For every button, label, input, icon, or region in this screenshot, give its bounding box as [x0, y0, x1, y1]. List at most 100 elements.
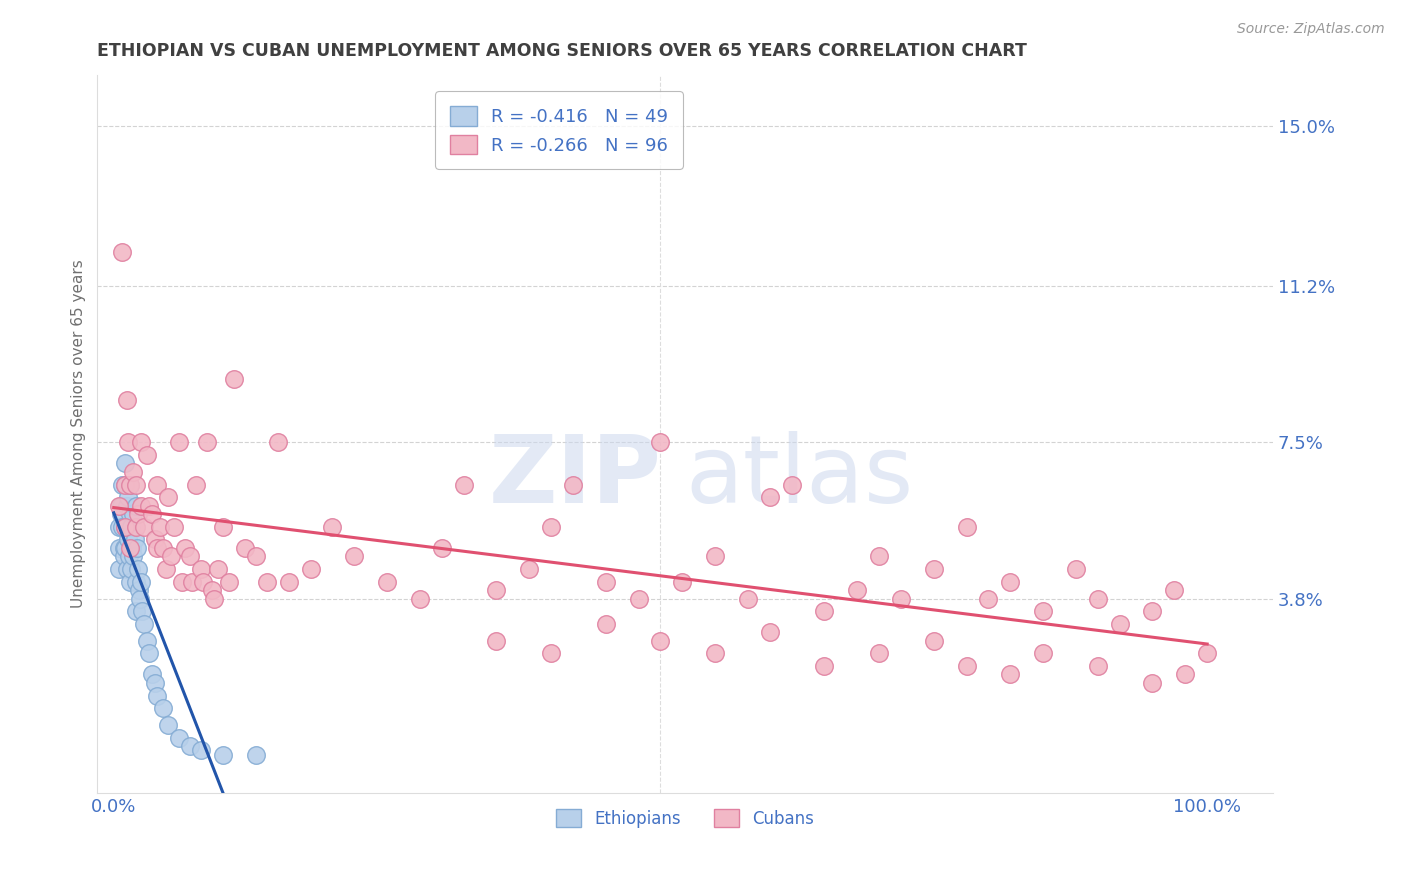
Point — [1000, 574, 1022, 589]
Point — [540, 520, 562, 534]
Point — [114, 520, 136, 534]
Point — [207, 562, 229, 576]
Point — [170, 574, 193, 589]
Point — [430, 541, 453, 555]
Point — [129, 499, 152, 513]
Point — [922, 633, 945, 648]
Point — [111, 520, 134, 534]
Point — [118, 549, 141, 564]
Point — [110, 499, 132, 513]
Point — [146, 689, 169, 703]
Point — [173, 541, 195, 555]
Point — [134, 520, 156, 534]
Point — [146, 541, 169, 555]
Point — [212, 520, 235, 534]
Point — [120, 574, 142, 589]
Point — [245, 549, 267, 564]
Point — [111, 245, 134, 260]
Point — [627, 591, 650, 606]
Point — [1142, 676, 1164, 690]
Point — [890, 591, 912, 606]
Point — [190, 743, 212, 757]
Point — [1000, 667, 1022, 681]
Point — [277, 574, 299, 589]
Point — [256, 574, 278, 589]
Point — [179, 739, 201, 754]
Point — [813, 659, 835, 673]
Point — [453, 477, 475, 491]
Point — [115, 393, 138, 408]
Point — [114, 477, 136, 491]
Text: ETHIOPIAN VS CUBAN UNEMPLOYMENT AMONG SENIORS OVER 65 YEARS CORRELATION CHART: ETHIOPIAN VS CUBAN UNEMPLOYMENT AMONG SE… — [97, 42, 1028, 60]
Text: ZIP: ZIP — [489, 431, 662, 523]
Point — [129, 574, 152, 589]
Legend: Ethiopians, Cubans: Ethiopians, Cubans — [550, 803, 821, 835]
Point — [1108, 616, 1130, 631]
Point — [125, 541, 148, 555]
Point — [141, 507, 163, 521]
Point — [1142, 604, 1164, 618]
Point — [131, 604, 153, 618]
Point — [650, 633, 672, 648]
Point — [813, 604, 835, 618]
Point — [704, 549, 727, 564]
Point — [299, 562, 322, 576]
Point — [135, 633, 157, 648]
Point — [977, 591, 1000, 606]
Point — [124, 499, 146, 513]
Point — [112, 541, 135, 555]
Point — [111, 477, 134, 491]
Point — [169, 731, 191, 745]
Point — [868, 549, 890, 564]
Point — [517, 562, 540, 576]
Point — [155, 562, 177, 576]
Point — [122, 507, 145, 521]
Point — [138, 499, 160, 513]
Point — [143, 533, 166, 547]
Point — [868, 646, 890, 660]
Point — [146, 477, 169, 491]
Point — [128, 583, 150, 598]
Point — [117, 533, 139, 547]
Point — [485, 633, 508, 648]
Point — [159, 549, 181, 564]
Point — [124, 533, 146, 547]
Point — [650, 435, 672, 450]
Point — [108, 562, 131, 576]
Point — [127, 562, 149, 576]
Point — [245, 747, 267, 762]
Point — [157, 718, 180, 732]
Point — [343, 549, 366, 564]
Point — [124, 520, 146, 534]
Text: atlas: atlas — [685, 431, 914, 523]
Point — [129, 591, 152, 606]
Point — [540, 646, 562, 660]
Point — [201, 583, 224, 598]
Point — [759, 625, 782, 640]
Point — [117, 490, 139, 504]
Point — [1032, 646, 1054, 660]
Point — [955, 520, 977, 534]
Point — [122, 465, 145, 479]
Point — [129, 435, 152, 450]
Point — [218, 574, 240, 589]
Point — [152, 701, 174, 715]
Point — [108, 541, 131, 555]
Point — [143, 676, 166, 690]
Point — [169, 435, 191, 450]
Point — [115, 499, 138, 513]
Point — [120, 520, 142, 534]
Point — [112, 549, 135, 564]
Point — [846, 583, 869, 598]
Point — [114, 477, 136, 491]
Point — [321, 520, 343, 534]
Point — [222, 372, 245, 386]
Point — [595, 574, 617, 589]
Point — [737, 591, 759, 606]
Point — [233, 541, 256, 555]
Text: Source: ZipAtlas.com: Source: ZipAtlas.com — [1237, 22, 1385, 37]
Point — [152, 541, 174, 555]
Point — [671, 574, 693, 589]
Point — [108, 499, 131, 513]
Point — [193, 574, 215, 589]
